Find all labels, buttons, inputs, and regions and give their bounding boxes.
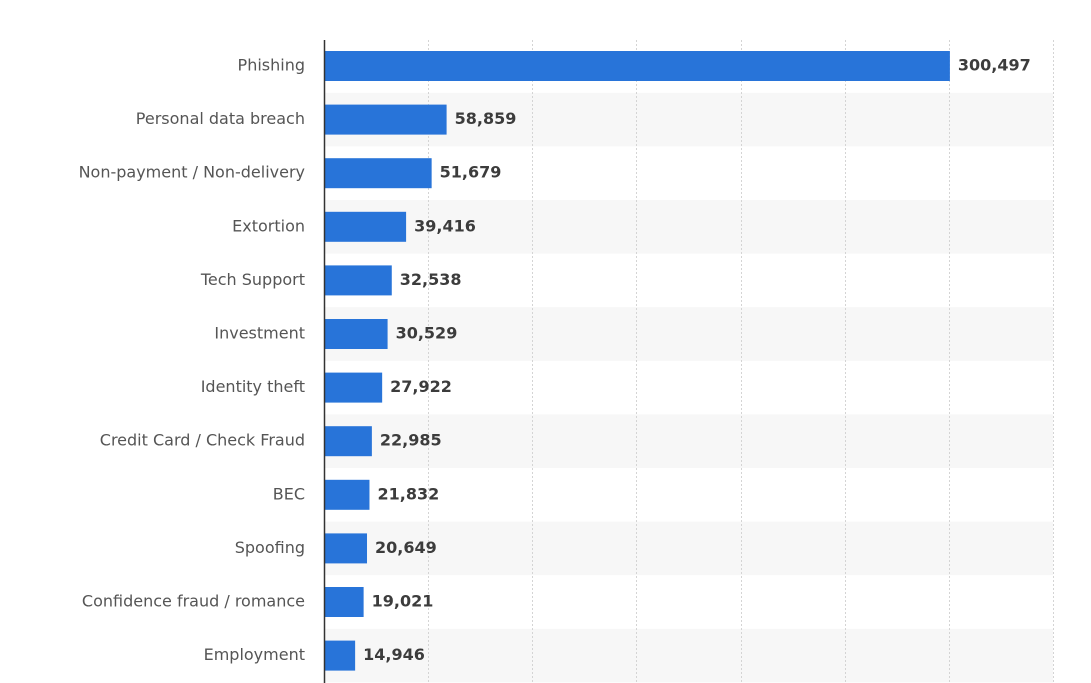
row-stripe — [324, 200, 1053, 254]
row-stripe — [324, 521, 1053, 576]
category-label: Identity theft — [201, 377, 305, 396]
value-label: 27,922 — [390, 377, 452, 396]
bar — [324, 104, 447, 135]
row-stripes — [324, 92, 1053, 683]
category-label: Spoofing — [235, 538, 305, 557]
bar — [324, 533, 368, 564]
value-label: 14,946 — [363, 645, 425, 664]
value-label: 22,985 — [380, 431, 442, 450]
category-label: Non-payment / Non-delivery — [79, 163, 305, 182]
bar — [324, 426, 372, 457]
bars — [324, 51, 950, 671]
category-label: Extortion — [232, 216, 305, 235]
bar — [324, 158, 432, 189]
value-label: 20,649 — [375, 538, 437, 557]
bar — [324, 587, 364, 617]
value-label: 21,832 — [377, 484, 439, 503]
value-label: 32,538 — [400, 270, 462, 289]
value-label: 19,021 — [372, 592, 434, 611]
row-stripe — [324, 414, 1053, 468]
category-label: Personal data breach — [136, 109, 305, 128]
bar — [324, 372, 383, 403]
category-label: Investment — [214, 324, 305, 343]
category-labels: Phishing Personal data breach Non-payment … — [79, 56, 305, 665]
row-stripe — [324, 307, 1053, 361]
bar — [324, 211, 407, 242]
value-label: 51,679 — [440, 163, 502, 182]
value-label: 39,416 — [414, 216, 476, 235]
category-label: BEC — [273, 484, 305, 503]
bar — [324, 479, 370, 510]
bar — [324, 640, 356, 671]
bar — [324, 319, 388, 349]
bar — [324, 265, 392, 296]
value-label: 300,497 — [958, 56, 1031, 75]
category-label: Confidence fraud / romance — [82, 592, 305, 611]
row-stripe — [324, 628, 1053, 683]
category-label: Employment — [204, 645, 305, 664]
category-label: Tech Support — [200, 270, 305, 289]
category-label: Credit Card / Check Fraud — [100, 431, 305, 450]
value-label: 30,529 — [396, 324, 458, 343]
gridlines — [428, 40, 1054, 683]
category-label: Phishing — [238, 56, 305, 75]
bar — [324, 51, 950, 81]
value-labels: 300,497 58,859 51,679 39,416 32,538 30,529 27,… — [363, 56, 1031, 665]
value-label: 58,859 — [455, 109, 517, 128]
